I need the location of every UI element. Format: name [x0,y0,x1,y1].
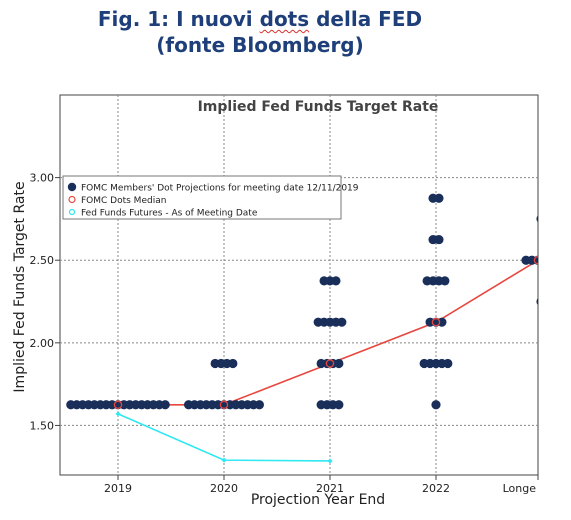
y-axis-label: Implied Fed Funds Target Rate [12,181,28,392]
dot-projection [331,276,341,286]
x-tick-label: 2019 [104,482,132,495]
dot-projection [533,255,538,265]
legend-label: FOMC Dots Median [81,196,166,206]
dot-projection [536,215,538,223]
dot-projection [160,400,170,410]
y-tick-label: 1.50 [30,419,55,432]
y-tick-label: 2.50 [30,254,55,267]
x-tick-label: 2020 [210,482,238,495]
dot-projection [536,298,538,306]
dot-projection [228,358,238,369]
x-axis-label: Projection Year End [251,492,385,508]
dot-projection [440,276,450,286]
futures-point [327,458,333,464]
legend-median-swatch [68,195,76,204]
futures-point [221,457,227,463]
legend: FOMC Members' Dot Projections for meetin… [62,175,359,220]
plot-area [59,94,539,476]
figure-title-prefix: Fig. 1: I nuovi [97,7,260,31]
median-point [325,359,335,368]
axes: 1.50 2.00 2.50 3.00 2019 2020 2021 2022 Longe [30,172,539,495]
legend-label: Fed Funds Futures - As of Meeting Date [81,209,258,219]
figure-title-suffix: della FED [309,7,423,31]
median-point [113,400,123,410]
x-tick-label: 2021 [316,482,344,495]
legend-label: FOMC Members' Dot Projections for meetin… [81,184,359,194]
dot-projection [443,358,453,369]
dot-projection [539,256,548,265]
dot-projection [437,317,447,327]
median-point [533,255,538,265]
figure-title-underlined-word: dots [259,7,310,31]
dot-projection [334,358,344,369]
y-tick-label: 3.00 [30,172,55,185]
dot-projection [431,400,441,410]
series-layer [66,193,548,464]
dot-projection [254,400,264,410]
median-point [431,317,441,327]
legend-futures-swatch [68,208,76,216]
dot-projection [334,400,344,410]
futures-point [115,411,121,417]
dot-projection [434,234,444,245]
chart-title: Implied Fed Funds Target Rate [198,99,439,115]
dot-projection [434,193,444,203]
dot-projection [337,317,347,327]
x-tick-label: 2022 [422,482,450,495]
x-tick-label: Longe [503,482,537,495]
figure-title-line-2: (fonte Bloomberg) [156,33,364,57]
legend-box [62,175,342,220]
y-tick-label: 2.00 [30,337,55,350]
legend-dot-swatch [67,182,77,192]
median-point [219,400,229,410]
figure-title-line-1: Fig. 1: I nuovi dots della FED [0,6,520,32]
